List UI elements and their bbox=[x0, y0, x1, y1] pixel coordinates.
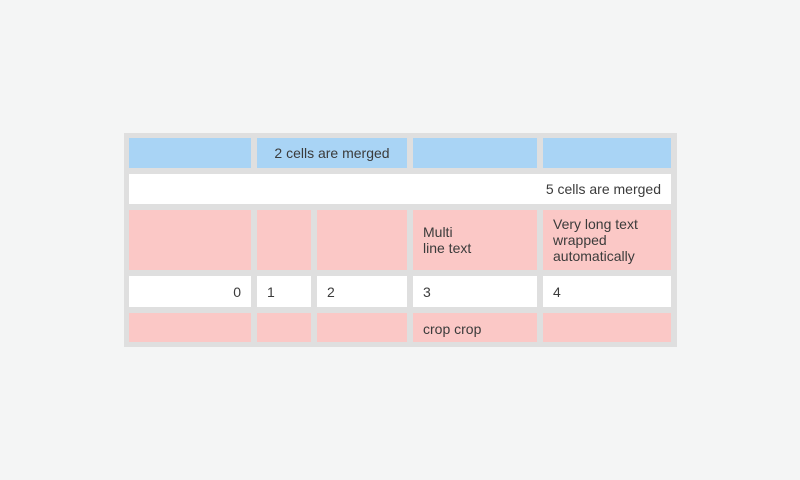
table-widget: 2 cells are merged 5 cells are merged Mu… bbox=[124, 133, 677, 347]
table-clip-area: 2 cells are merged 5 cells are merged Mu… bbox=[129, 138, 672, 342]
table-cell[interactable] bbox=[543, 138, 671, 168]
cell-wrapped-text[interactable]: Very long text wrapped automatically bbox=[543, 210, 671, 270]
table-cell[interactable] bbox=[543, 313, 671, 342]
cell-number-3[interactable]: 3 bbox=[413, 276, 537, 307]
table-grid: 2 cells are merged 5 cells are merged Mu… bbox=[129, 138, 672, 342]
table-cell[interactable] bbox=[129, 138, 251, 168]
cell-number-1[interactable]: 1 bbox=[257, 276, 311, 307]
table-cell[interactable] bbox=[413, 138, 537, 168]
cell-merged-five[interactable]: 5 cells are merged bbox=[129, 174, 671, 204]
table-cell[interactable] bbox=[317, 210, 407, 270]
cell-multi-line[interactable]: Multi line text bbox=[413, 210, 537, 270]
cell-merged-two[interactable]: 2 cells are merged bbox=[257, 138, 407, 168]
table-cell[interactable] bbox=[317, 313, 407, 342]
table-cell[interactable] bbox=[257, 313, 311, 342]
table-cell[interactable] bbox=[129, 210, 251, 270]
cell-number-0[interactable]: 0 bbox=[129, 276, 251, 307]
cell-number-2[interactable]: 2 bbox=[317, 276, 407, 307]
table-cell[interactable] bbox=[257, 210, 311, 270]
table-cell[interactable] bbox=[129, 313, 251, 342]
cell-number-4[interactable]: 4 bbox=[543, 276, 671, 307]
cell-crop-text[interactable]: crop crop crop crop bbox=[413, 313, 537, 342]
